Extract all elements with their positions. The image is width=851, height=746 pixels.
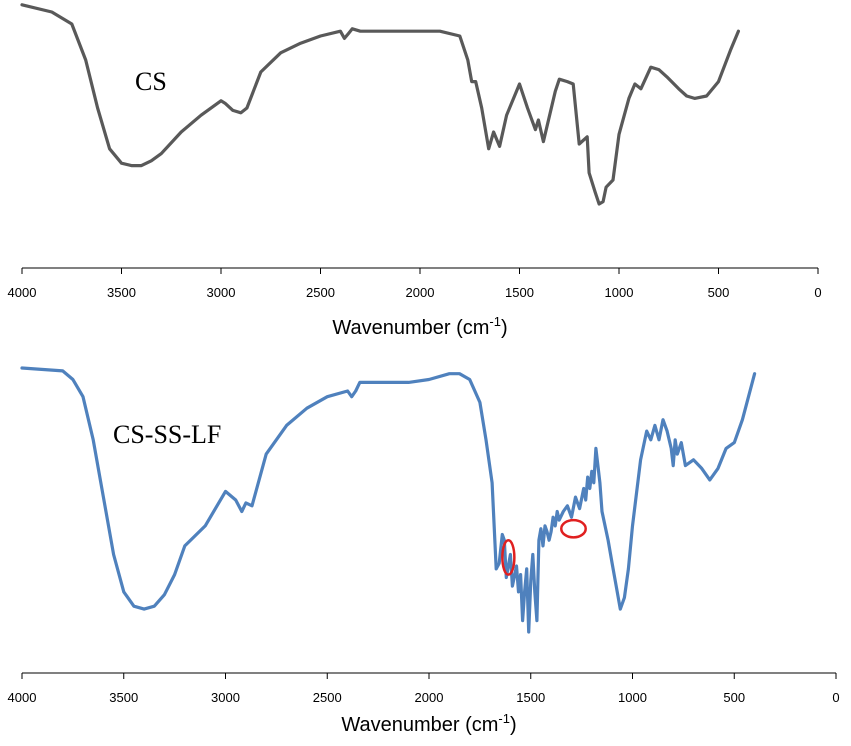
x-axis-ticks: 4000 3500 3000 2500 2000 1500 1000 500 0 — [8, 673, 840, 705]
x-axis-label-text: Wavenumber (cm — [332, 317, 489, 339]
x-tick-label: 2500 — [313, 690, 342, 705]
x-axis-label-text: Wavenumber (cm — [341, 714, 498, 736]
x-tick-label: 1500 — [505, 285, 534, 300]
x-tick-label: 1500 — [516, 690, 545, 705]
series-label-cs: CS — [135, 67, 167, 96]
series-label-cs-ss-lf: CS-SS-LF — [113, 420, 221, 449]
x-tick-label: 1000 — [605, 285, 634, 300]
highlight-circle — [560, 518, 587, 539]
x-tick-label: 4000 — [8, 285, 37, 300]
highlight-circle — [501, 538, 516, 576]
ftir-panel-cs-ss-lf: 4000 3500 3000 2500 2000 1500 1000 500 0 CS-SS-L… — [8, 366, 840, 736]
x-axis-label-close: ) — [501, 317, 508, 339]
x-axis-ticks: 4000 3500 3000 2500 2000 1500 1000 500 0 — [8, 268, 822, 300]
x-axis-label-superscript: -1 — [489, 314, 501, 329]
ftir-panel-cs: 4000 3500 3000 2500 2000 1500 1000 500 0 CS Wave… — [8, 3, 822, 339]
x-tick-label: 500 — [723, 690, 745, 705]
x-axis-label-superscript: -1 — [498, 711, 510, 726]
x-tick-label: 2000 — [406, 285, 435, 300]
x-tick-label: 1000 — [618, 690, 647, 705]
x-axis-label-close: ) — [510, 714, 517, 736]
annotation-group — [501, 518, 587, 576]
x-tick-label: 0 — [814, 285, 821, 300]
x-tick-label: 0 — [832, 690, 839, 705]
x-tick-label: 3000 — [211, 690, 240, 705]
x-axis-label: Wavenumber (cm-1) — [341, 711, 516, 736]
x-tick-label: 2000 — [415, 690, 444, 705]
x-tick-label: 3500 — [107, 285, 136, 300]
x-tick-label: 2500 — [306, 285, 335, 300]
cs-ss-lf-spectrum-line — [20, 366, 757, 634]
x-tick-label: 3000 — [207, 285, 236, 300]
x-axis-label: Wavenumber (cm-1) — [332, 314, 507, 339]
cs-spectrum-line — [20, 3, 740, 206]
x-tick-label: 4000 — [8, 690, 37, 705]
x-tick-label: 3500 — [109, 690, 138, 705]
x-tick-label: 500 — [708, 285, 730, 300]
